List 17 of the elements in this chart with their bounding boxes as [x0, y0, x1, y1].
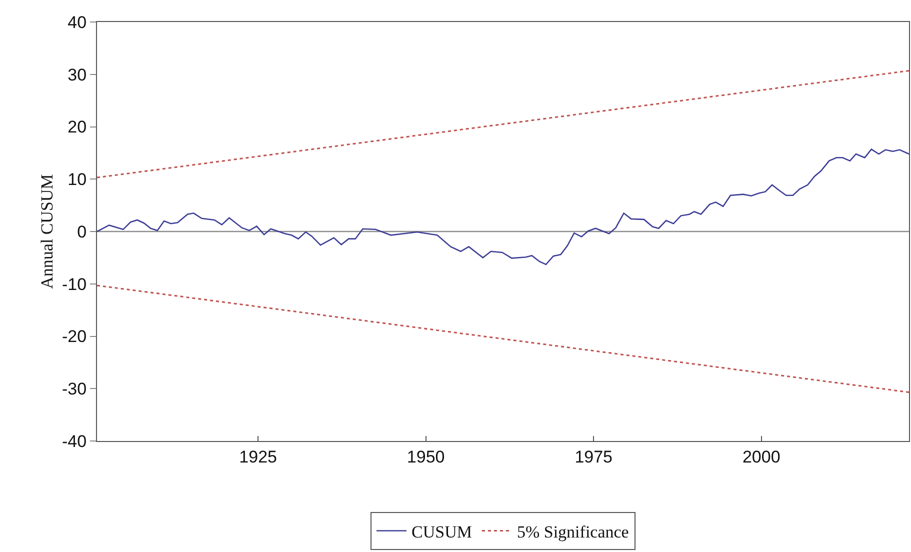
x-tick-label: 1975	[574, 447, 613, 466]
legend-label: 5% Significance	[516, 522, 629, 542]
x-tick-label: 1925	[239, 447, 277, 466]
legend-label: CUSUM	[412, 522, 472, 542]
y-tick-label: -30	[62, 380, 87, 399]
y-tick-label: 0	[77, 222, 87, 242]
y-axis-title: Annual CUSUM	[38, 174, 57, 289]
x-tick-label: 1950	[406, 447, 445, 466]
y-tick-label: 40	[68, 12, 87, 32]
y-tick-label: 30	[68, 65, 87, 84]
y-tick-label: 10	[68, 170, 87, 190]
y-tick-label: -20	[62, 327, 87, 346]
y-tick-label: -10	[62, 274, 87, 294]
line-series	[97, 148, 909, 266]
x-tick-label: 2000	[742, 447, 780, 466]
y-tick-label: -40	[62, 432, 87, 451]
y-tick-label: 20	[68, 118, 87, 137]
